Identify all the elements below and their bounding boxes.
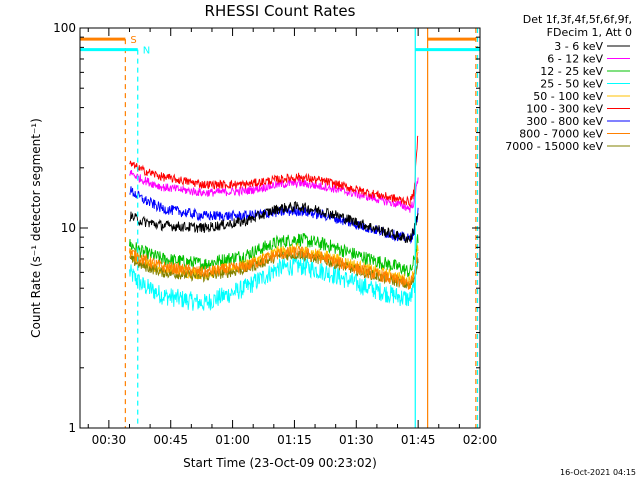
series-line-300-800-kev <box>129 186 419 245</box>
x-tick-label: 01:45 <box>401 433 436 447</box>
series-line-6-12-kev <box>129 169 419 213</box>
legend-label: 6 - 12 keV <box>547 53 603 66</box>
series-line-100-300-kev <box>129 135 419 208</box>
series-line-800-7000-kev <box>129 245 419 290</box>
series-line-3-6-kev <box>129 200 419 243</box>
legend-label: 50 - 100 keV <box>533 90 603 103</box>
y-tick-label: 1 <box>68 421 76 435</box>
chart-title: RHESSI Count Rates <box>205 2 356 20</box>
x-tick-label: 00:45 <box>153 433 188 447</box>
x-tick-label: 01:30 <box>339 433 374 447</box>
x-axis-label: Start Time (23-Oct-09 00:23:02) <box>183 456 377 470</box>
y-tick-label: 100 <box>53 21 76 35</box>
legend-header-line1: Det 1f,3f,4f,5f,6f,9f, <box>523 13 632 26</box>
legend-header-line2: FDecim 1, Att 0 <box>547 26 632 39</box>
x-tick-label: 02:00 <box>463 433 498 447</box>
footer-timestamp: 16-Oct-2021 04:15 <box>560 468 636 477</box>
series-line-7000-15000-kev <box>129 249 419 289</box>
legend-label: 3 - 6 keV <box>554 40 603 53</box>
series-line-12-25-kev <box>129 233 419 278</box>
legend-label: 100 - 300 keV <box>526 103 603 116</box>
series-line-25-50-kev <box>129 256 419 311</box>
y-tick-label: 10 <box>61 221 76 235</box>
legend-label: 800 - 7000 keV <box>519 128 603 141</box>
plot-frame <box>79 27 481 429</box>
attenuator-label-s: S <box>130 35 136 46</box>
y-axis-label: Count Rate (s⁻¹ detector segment⁻¹) <box>29 118 43 338</box>
x-tick-label: 01:15 <box>277 433 312 447</box>
plot-area: SN <box>80 28 480 428</box>
legend-label: 12 - 25 keV <box>540 65 603 78</box>
legend-label: 300 - 800 keV <box>526 115 603 128</box>
legend: Det 1f,3f,4f,5f,6f,9f, FDecim 1, Att 0 3… <box>505 13 632 153</box>
x-tick-label: 00:30 <box>92 433 127 447</box>
axes: 00:30 00:45 01:00 01:15 01:30 01:45 02:00 1 10 10… <box>53 21 497 447</box>
x-tick-label: 01:00 <box>215 433 250 447</box>
legend-label: 25 - 50 keV <box>540 78 603 91</box>
attenuator-label-n: N <box>143 46 150 57</box>
legend-label: 7000 - 15000 keV <box>505 140 603 153</box>
